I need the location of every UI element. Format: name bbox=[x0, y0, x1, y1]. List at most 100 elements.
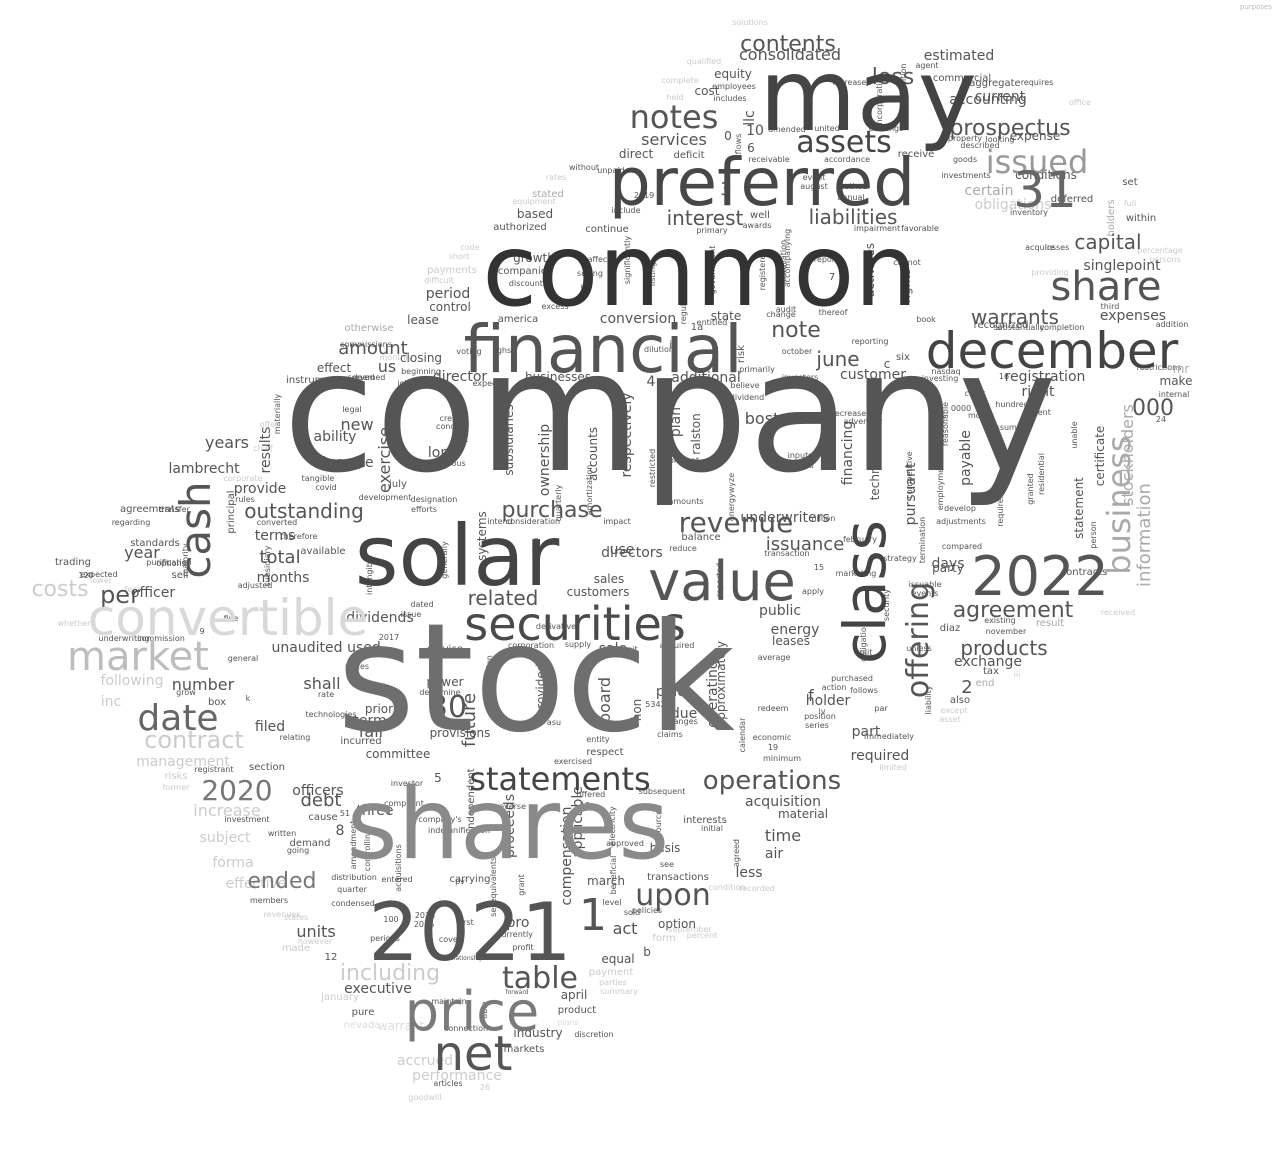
word-existing: existing bbox=[984, 616, 1015, 625]
word-16: 16 bbox=[999, 372, 1009, 381]
word-million: million bbox=[809, 514, 836, 523]
word-providing: providing bbox=[1031, 268, 1069, 277]
word-following: following bbox=[101, 673, 164, 689]
word-independent: independent bbox=[466, 768, 477, 831]
word-fair: fair bbox=[359, 722, 386, 741]
word-without: without bbox=[569, 163, 599, 172]
word-payments: payments bbox=[427, 265, 477, 276]
word-book: book bbox=[916, 315, 936, 324]
word-30: 30 bbox=[429, 690, 467, 725]
word-llc: llc bbox=[742, 110, 758, 125]
word-dated: dated bbox=[410, 600, 433, 609]
word-tax: tax bbox=[983, 666, 999, 677]
word-served: served bbox=[347, 373, 374, 382]
word-listing: listing bbox=[648, 262, 657, 286]
word-revenue: revenue bbox=[679, 506, 794, 539]
word-reporting: reporting bbox=[852, 337, 889, 346]
word-six: six bbox=[896, 352, 910, 363]
word-third: third bbox=[1101, 302, 1120, 311]
word-conditions: conditions bbox=[1015, 168, 1077, 182]
word-year: year bbox=[124, 543, 160, 562]
word-indemnification: indemnification bbox=[428, 826, 490, 835]
word-interests: interests bbox=[683, 815, 727, 826]
word-liabilities: liabilities bbox=[809, 205, 898, 229]
word-non: non bbox=[630, 699, 644, 722]
word-august: august bbox=[800, 182, 827, 191]
word-sale: sale bbox=[599, 641, 627, 657]
word-installation: installation bbox=[779, 240, 788, 284]
word-agreements: agreements bbox=[120, 504, 180, 515]
word-nevada: nevada bbox=[343, 1020, 380, 1031]
word-december: december bbox=[926, 322, 1179, 380]
word-period: period bbox=[426, 286, 471, 302]
word-recognized: recognized bbox=[974, 320, 1029, 331]
word-obligation: obligation bbox=[859, 622, 868, 662]
word-balance: balance bbox=[681, 532, 720, 543]
word-chief: chief bbox=[253, 444, 273, 453]
word-iii: iii bbox=[1014, 670, 1021, 679]
word-amendment: amendment bbox=[349, 821, 358, 870]
word-described: described bbox=[960, 141, 999, 150]
word-decrease: decrease bbox=[830, 409, 867, 418]
word-five: five bbox=[224, 614, 239, 623]
word-energy: energy bbox=[771, 622, 820, 638]
word-board: board bbox=[595, 677, 614, 723]
word-months: months bbox=[257, 570, 310, 586]
word-agreement: agreement bbox=[953, 598, 1074, 623]
word-events: events bbox=[912, 589, 939, 598]
word-transfer: transfer bbox=[158, 505, 190, 514]
word-summary: summary bbox=[600, 987, 638, 996]
word-deficit: deficit bbox=[674, 150, 705, 161]
word-rate: rate bbox=[318, 690, 334, 699]
word-principal: principal bbox=[226, 490, 237, 533]
word-u: u bbox=[580, 282, 585, 291]
word-1: 1 bbox=[579, 890, 607, 941]
word-results: results bbox=[258, 427, 274, 474]
word-energywyze: energywyze bbox=[727, 473, 736, 521]
word-july: july bbox=[388, 479, 407, 490]
word-amortization: amortization bbox=[585, 465, 594, 516]
word-2019: 2019 bbox=[634, 191, 654, 200]
word-accordance: accordance bbox=[824, 155, 870, 164]
word-goods: goods bbox=[953, 155, 977, 164]
word-approved: approved bbox=[606, 839, 644, 848]
word-follows: follows bbox=[850, 686, 878, 695]
word-efforts: efforts bbox=[411, 505, 437, 514]
word-agreed: agreed bbox=[732, 839, 741, 867]
word-box: box bbox=[208, 697, 226, 708]
word-nasdaq: nasdaq bbox=[931, 367, 960, 376]
word-commercial: commercial bbox=[933, 73, 991, 84]
word-officer: officer bbox=[131, 585, 175, 601]
word-policies: policies bbox=[632, 906, 662, 915]
word-registration: registration bbox=[1005, 369, 1086, 385]
word-matters: matters bbox=[782, 461, 813, 470]
word-investors: investors bbox=[782, 373, 819, 382]
word-incorporation: incorporation bbox=[875, 73, 884, 126]
word-intangible: intangible bbox=[365, 555, 374, 595]
word-registrant: registrant bbox=[194, 765, 233, 774]
word-company: company bbox=[283, 314, 1057, 510]
word-incurred: incurred bbox=[340, 736, 381, 747]
word-thereof: thereof bbox=[819, 308, 848, 317]
word-time: time bbox=[765, 826, 801, 845]
corner-label: purposes bbox=[1240, 3, 1272, 11]
word-use: use bbox=[610, 542, 635, 558]
word-september: september bbox=[668, 925, 712, 934]
word-31: 31 bbox=[1013, 161, 1077, 219]
word-made: made bbox=[282, 943, 310, 954]
word-related: related bbox=[468, 586, 539, 610]
word-requirements: requirements bbox=[996, 473, 1005, 527]
word-standards: standards bbox=[130, 538, 180, 549]
word-officers: officers bbox=[292, 783, 343, 799]
word-expect: expect bbox=[472, 379, 499, 388]
word-adjusted: adjusted bbox=[238, 581, 273, 590]
word-prior: prior bbox=[365, 702, 393, 716]
word-looking: looking bbox=[985, 135, 1014, 144]
word-persons: persons bbox=[1149, 255, 1181, 264]
word-designation: designation bbox=[411, 495, 458, 504]
word-financing: financing bbox=[840, 421, 856, 486]
word-purification: purification bbox=[146, 558, 191, 567]
word-21: 21 bbox=[453, 431, 468, 445]
word-agent: agent bbox=[915, 61, 938, 70]
word-october: october bbox=[782, 347, 813, 356]
